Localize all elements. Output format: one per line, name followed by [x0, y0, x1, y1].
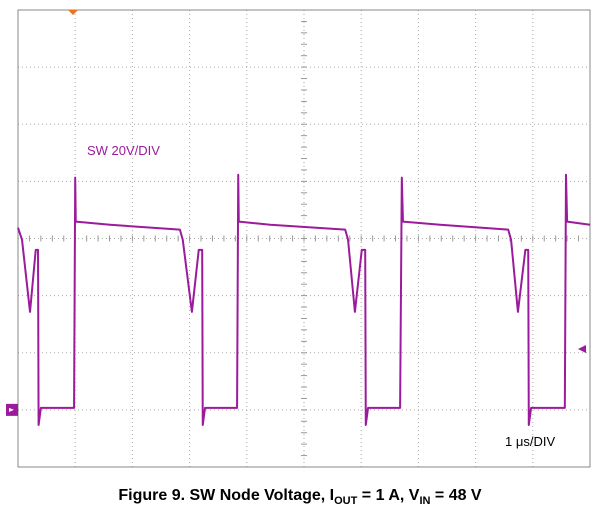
caption-text: = 1 A, V: [357, 487, 419, 504]
caption-text: = 48 V: [430, 487, 481, 504]
sw-trace: [17, 173, 591, 427]
ground-arrow: [9, 407, 14, 412]
trigger-marker: [68, 10, 78, 15]
caption: Figure 9. SW Node Voltage, IOUT = 1 A, V…: [118, 487, 482, 507]
timebase-label: 1 μs/DIV: [505, 434, 555, 449]
trigger-level-marker: [578, 345, 586, 353]
caption-subscript: IN: [419, 495, 430, 507]
channel-label: SW 20V/DIV: [87, 143, 160, 158]
caption-subscript: OUT: [334, 495, 358, 507]
caption-text: Figure 9. SW Node Voltage, I: [118, 487, 334, 504]
ground-marker: [6, 403, 18, 416]
plot-border: [17, 9, 591, 468]
trace-group: [17, 173, 591, 427]
